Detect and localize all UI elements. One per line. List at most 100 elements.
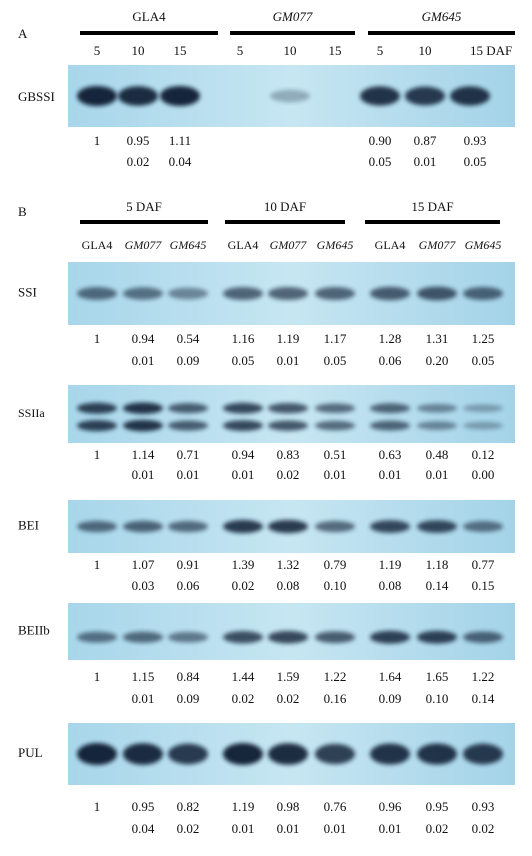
group-label: 10 DAF	[264, 199, 306, 214]
lane-label: GLA4	[228, 238, 259, 252]
panel-label: B	[18, 204, 27, 219]
blot-label: BEIIb	[18, 622, 50, 637]
ratio-sd: 0.05	[369, 154, 392, 169]
group-label: GLA4	[132, 9, 166, 24]
protein-band	[168, 743, 208, 765]
protein-band	[268, 286, 308, 301]
protein-band	[77, 420, 117, 432]
band-ratio: 1.31	[426, 331, 449, 346]
ratio-sd: 0.00	[472, 467, 495, 482]
ratio-sd: 0.02	[232, 691, 255, 706]
protein-band	[268, 630, 308, 644]
protein-band	[370, 520, 410, 533]
protein-band	[405, 86, 445, 106]
protein-band	[168, 403, 208, 414]
group-label: 15 DAF	[411, 199, 453, 214]
ratio-sd: 0.01	[132, 353, 155, 368]
ratio-sd: 0.01	[277, 821, 300, 836]
lane-label: GLA4	[82, 238, 113, 252]
protein-band	[417, 403, 457, 413]
band-ratio: 1.44	[232, 669, 255, 684]
ratio-sd: 0.01	[232, 467, 255, 482]
protein-band	[370, 743, 410, 765]
ratio-sd: 0.01	[379, 821, 402, 836]
ratio-sd: 0.04	[169, 154, 192, 169]
band-ratio: 1.17	[324, 331, 347, 346]
panel-label: A	[18, 26, 28, 41]
ratio-sd: 0.01	[277, 353, 300, 368]
band-ratio: 0.95	[127, 133, 150, 148]
protein-band	[268, 403, 308, 414]
band-ratio: 1.39	[232, 557, 255, 572]
ratio-sd: 0.05	[232, 353, 255, 368]
band-ratio: 1.32	[277, 557, 300, 572]
lane-label: GLA4	[375, 238, 406, 252]
protein-band	[315, 420, 355, 431]
ratio-sd: 0.20	[426, 353, 449, 368]
band-ratio: 0.84	[177, 669, 200, 684]
band-ratio: 0.98	[277, 799, 300, 814]
protein-band	[268, 743, 308, 765]
lane-label: GM077	[419, 238, 457, 252]
ratio-sd: 0.05	[324, 353, 347, 368]
band-ratio: 1	[94, 799, 101, 814]
band-ratio: 1.19	[277, 331, 300, 346]
protein-band	[118, 86, 158, 106]
lane-label: GM645	[317, 238, 354, 252]
lane-label: 10	[132, 43, 145, 58]
protein-band	[223, 519, 263, 534]
protein-band	[77, 86, 117, 106]
protein-band	[168, 520, 208, 533]
protein-band	[123, 419, 163, 432]
lane-label: 15	[174, 43, 187, 58]
protein-band	[123, 287, 163, 300]
band-ratio: 0.90	[369, 133, 392, 148]
band-ratio: 0.76	[324, 799, 347, 814]
ratio-sd: 0.01	[324, 821, 347, 836]
band-ratio: 0.94	[132, 331, 155, 346]
band-ratio: 0.91	[177, 557, 200, 572]
protein-band	[463, 286, 503, 301]
band-ratio: 1.22	[472, 669, 495, 684]
lane-label: GM077	[125, 238, 163, 252]
band-ratio: 1	[94, 133, 101, 148]
band-ratio: 1.16	[232, 331, 255, 346]
protein-band	[270, 89, 310, 103]
band-ratio: 1	[94, 557, 101, 572]
ratio-sd: 0.15	[472, 578, 495, 593]
ratio-sd: 0.09	[379, 691, 402, 706]
group-label: 5 DAF	[126, 199, 162, 214]
protein-band	[223, 286, 263, 301]
group-label: GM077	[273, 9, 313, 24]
ratio-sd: 0.04	[132, 821, 155, 836]
protein-band	[370, 630, 410, 644]
protein-band	[168, 287, 208, 300]
ratio-sd: 0.10	[324, 578, 347, 593]
protein-band	[315, 403, 355, 414]
protein-band	[315, 286, 355, 301]
ratio-sd: 0.05	[472, 353, 495, 368]
protein-band	[77, 402, 117, 414]
band-ratio: 0.63	[379, 447, 402, 462]
protein-band	[77, 287, 117, 300]
band-ratio: 0.87	[414, 133, 437, 148]
ratio-sd: 0.03	[132, 578, 155, 593]
blot-label: PUL	[18, 745, 43, 760]
blot-label: SSIIa	[18, 406, 45, 420]
protein-band	[463, 631, 503, 643]
protein-band	[450, 86, 490, 106]
blot-label: GBSSI	[18, 89, 55, 104]
protein-band	[223, 743, 263, 765]
ratio-sd: 0.08	[277, 578, 300, 593]
protein-band	[370, 403, 410, 414]
band-ratio: 0.82	[177, 799, 200, 814]
band-ratio: 1.22	[324, 669, 347, 684]
band-ratio: 1.25	[472, 331, 495, 346]
protein-band	[77, 631, 117, 643]
ratio-sd: 0.01	[414, 154, 437, 169]
ratio-sd: 0.02	[277, 467, 300, 482]
ratio-sd: 0.14	[472, 691, 495, 706]
protein-band	[223, 631, 263, 644]
protein-band	[417, 286, 457, 301]
